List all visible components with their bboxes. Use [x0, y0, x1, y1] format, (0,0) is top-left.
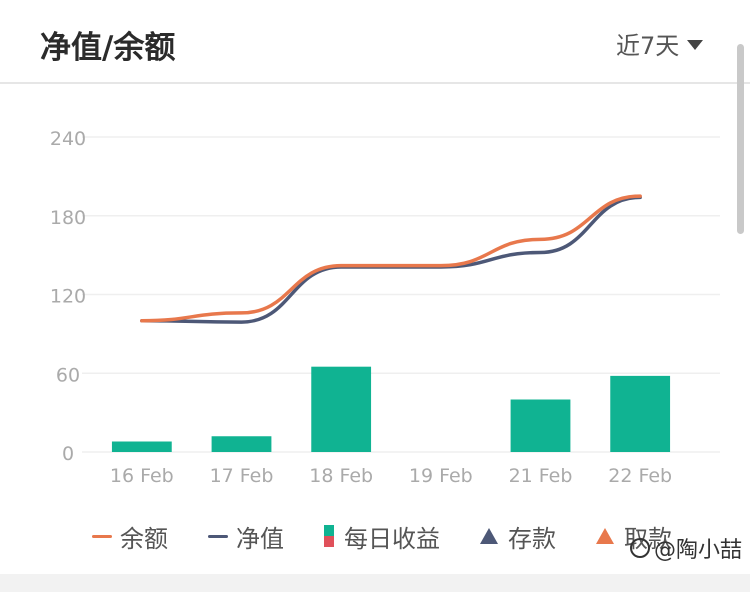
- chart-title: 净值/余额: [40, 30, 176, 66]
- x-tick-label: 17 Feb: [210, 465, 274, 487]
- x-tick-label: 21 Feb: [509, 465, 573, 487]
- caret-down-icon: [687, 39, 704, 50]
- bar-series: [111, 366, 671, 452]
- income-bar: [311, 366, 372, 452]
- watermark-icon: [630, 538, 650, 558]
- income-bar: [111, 441, 172, 452]
- legend-bar-marker: [324, 525, 334, 547]
- footer-strip: [0, 574, 750, 592]
- scrollbar[interactable]: [737, 44, 744, 234]
- chart-header: 净值/余额 近7天: [0, 0, 750, 234]
- y-tick-label: 0: [62, 443, 74, 465]
- chart-canvas: 0 60 120 180 240 16 Feb 17 Feb 18 Feb 19 Feb 21 …: [50, 128, 720, 487]
- range-dropdown[interactable]: 近7天: [616, 26, 704, 61]
- y-tick-label: 120: [50, 286, 86, 308]
- legend-line-marker: [208, 534, 228, 538]
- legend-label: 余额: [120, 524, 168, 553]
- x-tick-label: 22 Feb: [608, 465, 672, 487]
- y-tick-label: 240: [50, 128, 86, 150]
- y-tick-label: 180: [50, 207, 86, 229]
- x-axis: 16 Feb 17 Feb 18 Feb 19 Feb 21 Feb 22 Feb: [110, 465, 672, 487]
- legend-item[interactable]: 净值: [208, 519, 284, 554]
- legend-bar-pos: [324, 525, 334, 536]
- legend-bar-neg: [324, 536, 334, 547]
- y-tick-label: 60: [56, 364, 80, 386]
- legend-item[interactable]: 每日收益: [324, 519, 440, 554]
- income-bar: [211, 436, 272, 452]
- income-bar: [610, 375, 671, 452]
- range-label: 近7天: [616, 32, 680, 60]
- chart-legend: 余额 净值 每日收益 存款 取款: [92, 518, 712, 554]
- line-series: [140, 194, 642, 324]
- y-axis: 0 60 120 180 240: [50, 128, 86, 465]
- line-balance: [140, 194, 642, 323]
- income-bar: [510, 399, 571, 452]
- watermark-text: @陶小喆: [654, 538, 743, 563]
- triangle-icon: [480, 528, 498, 544]
- legend-label: 存款: [508, 524, 556, 553]
- legend-item[interactable]: 存款: [480, 519, 556, 554]
- triangle-icon: [596, 528, 614, 544]
- legend-label: 每日收益: [344, 524, 440, 553]
- watermark: @陶小喆: [630, 532, 742, 564]
- x-tick-label: 19 Feb: [409, 465, 473, 487]
- x-tick-label: 18 Feb: [309, 465, 373, 487]
- legend-item[interactable]: 余额: [92, 519, 168, 554]
- legend-label: 净值: [236, 524, 284, 553]
- legend-line-marker: [92, 534, 112, 538]
- x-tick-label: 16 Feb: [110, 465, 174, 487]
